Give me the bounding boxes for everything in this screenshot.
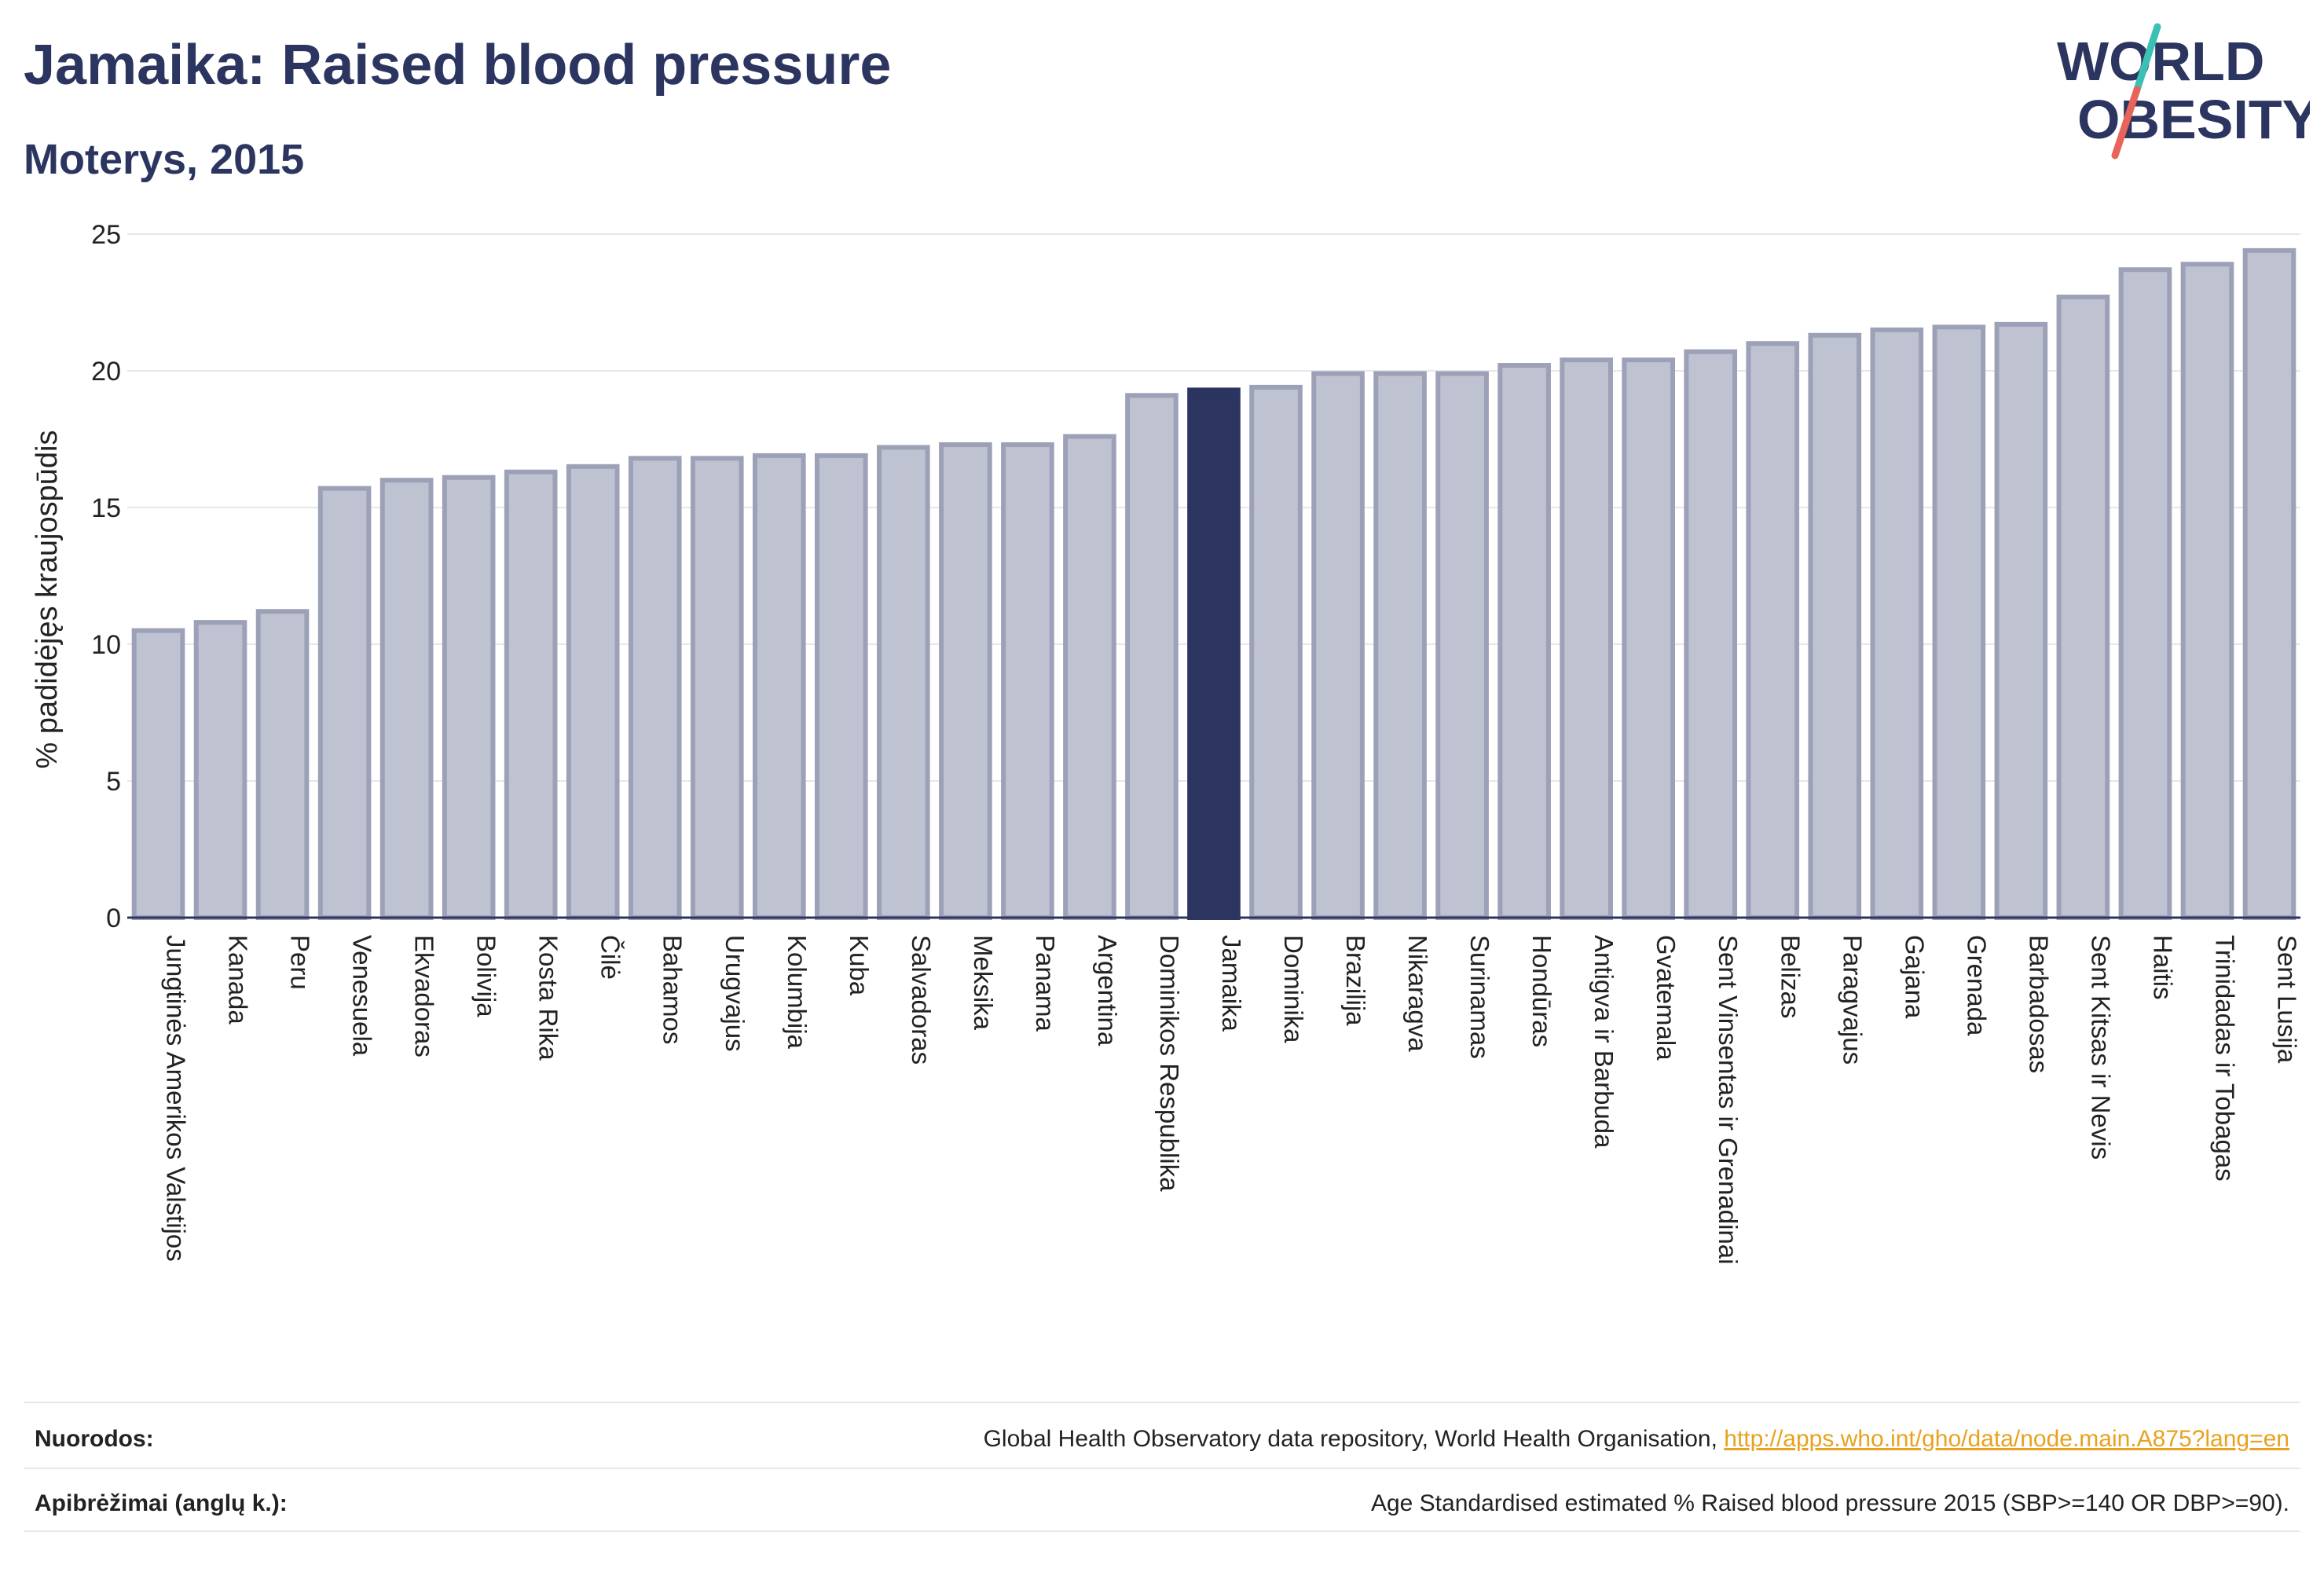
bar	[193, 620, 247, 920]
bar	[1746, 341, 1800, 920]
x-category-label: Nikaragva	[1403, 935, 1432, 1052]
bar	[566, 464, 620, 920]
sources-link[interactable]: http://apps.who.int/gho/data/node.main.A…	[1724, 1426, 2289, 1452]
x-category-label: Haitis	[2148, 935, 2177, 1000]
bar	[752, 453, 806, 920]
definitions-text: Age Standardised estimated % Raised bloo…	[1370, 1490, 2289, 1516]
bar-highlighted	[1187, 387, 1241, 920]
sources-text: Global Health Observatory data repositor…	[983, 1426, 1725, 1452]
x-category-label: Antigva ir Barbuda	[1589, 935, 1618, 1149]
x-category-label: Gvatemala	[1651, 935, 1681, 1061]
bar	[939, 442, 992, 920]
bar	[442, 475, 496, 920]
x-category-label: Hondūras	[1527, 935, 1556, 1047]
x-category-label: Venesuela	[348, 935, 377, 1057]
x-category-label: Čilė	[596, 935, 625, 980]
x-axis-labels: Jungtinės Amerikos Valstijos Kanada Peru Ve…	[162, 935, 2302, 1264]
bar	[1001, 442, 1054, 920]
y-tick-label: 25	[91, 220, 121, 250]
logo-line-1: WORLD	[2057, 31, 2264, 92]
bar	[379, 478, 434, 920]
logo-line-2: OBESITY	[2077, 89, 2310, 150]
footer-definitions-row: Apibrėžimai (anglų k.): Age Standardised…	[35, 1480, 2289, 1527]
x-category-label: Trinidadas ir Tobagas	[2210, 935, 2239, 1182]
footer-divider-middle	[24, 1468, 2300, 1469]
bar	[2242, 247, 2297, 920]
bar	[1622, 357, 1676, 920]
x-category-label: Sent Lusija	[2272, 935, 2301, 1064]
x-category-label: Dominika	[1279, 935, 1308, 1043]
bar	[1311, 371, 1365, 921]
x-category-label: Grenada	[1962, 935, 1991, 1036]
x-category-label: Gajana	[1900, 935, 1929, 1019]
bar	[1063, 434, 1116, 920]
definitions-label: Apibrėžimai (anglų k.):	[35, 1490, 288, 1516]
y-tick-label: 10	[91, 630, 121, 660]
x-category-label: Brazilija	[1341, 935, 1370, 1026]
x-category-label: Salvadoras	[907, 935, 936, 1065]
x-category-label: Argentina	[1093, 935, 1122, 1046]
y-tick-label: 0	[106, 903, 121, 933]
bar	[2118, 267, 2172, 920]
x-category-label: Jungtinės Amerikos Valstijos	[162, 935, 191, 1262]
bar	[1684, 349, 1738, 920]
x-category-label: Ekvadoras	[410, 935, 439, 1057]
bar	[1560, 357, 1613, 920]
bar	[1435, 371, 1489, 921]
y-axis-title: % padidėjęs kraujospūdis	[31, 431, 64, 769]
page-title: Jamaika: Raised blood pressure	[24, 34, 892, 97]
bar	[815, 453, 868, 920]
bar	[2180, 262, 2234, 920]
y-tick-label: 5	[106, 767, 121, 797]
x-category-label: Sent Vinsentas ir Grenadinai	[1714, 935, 1743, 1264]
bar	[628, 456, 682, 920]
x-category-label: Bolivija	[472, 935, 501, 1017]
logo-slash-teal	[2133, 23, 2161, 93]
bar	[1373, 371, 1427, 921]
page-subtitle: Moterys, 2015	[24, 136, 305, 183]
x-category-label: Surinamas	[1465, 935, 1494, 1059]
bar	[255, 609, 310, 920]
x-category-label: Kanada	[224, 935, 253, 1024]
x-category-label: Kolumbija	[783, 935, 812, 1050]
bar	[2056, 295, 2110, 921]
y-tick-label: 20	[91, 357, 121, 387]
bar-chart: 0 5 10 15 20 25 Jungtinės Amerikos Valstijos K…	[31, 220, 2302, 1264]
x-category-label: Peru	[286, 935, 315, 990]
y-axis-ticks: 0 5 10 15 20 25	[91, 220, 121, 933]
bar	[1125, 393, 1178, 920]
x-category-label: Kosta Rika	[534, 935, 563, 1061]
logo-slash-coral	[2111, 86, 2141, 159]
x-category-label: Belizas	[1776, 935, 1805, 1018]
bars	[131, 247, 2297, 921]
x-category-label: Panama	[1031, 935, 1060, 1032]
bar	[1870, 327, 1924, 920]
y-tick-label: 15	[91, 493, 121, 523]
x-category-label: Bahamos	[658, 935, 687, 1044]
x-category-label: Meksika	[969, 935, 998, 1031]
bar	[1497, 363, 1551, 921]
bar	[1249, 384, 1303, 920]
sources-value: Global Health Observatory data repositor…	[984, 1426, 2289, 1453]
bar	[877, 445, 930, 920]
x-category-label: Kuba	[845, 935, 874, 996]
x-category-label: Sent Kitsas ir Nevis	[2086, 935, 2115, 1160]
bar	[1932, 324, 1986, 920]
footer-sources-row: Nuorodos: Global Health Observatory data…	[35, 1416, 2289, 1463]
bar	[504, 469, 558, 920]
bar	[690, 456, 744, 920]
x-category-label: Barbadosas	[2024, 935, 2053, 1073]
x-category-label: Paragvajus	[1838, 935, 1867, 1065]
x-category-label: Jamaika	[1217, 935, 1246, 1032]
sources-label: Nuorodos:	[35, 1426, 154, 1452]
x-category-label: Dominikos Respublika	[1155, 935, 1184, 1192]
bar	[317, 486, 372, 920]
footer-divider-bottom	[24, 1530, 2300, 1532]
footer-divider-top	[24, 1402, 2300, 1403]
world-obesity-logo: WORLD OBESITY	[2057, 23, 2310, 159]
bar	[1994, 321, 2048, 920]
x-category-label: Urugvajus	[720, 935, 750, 1052]
bar	[131, 628, 185, 920]
bar	[1808, 332, 1862, 920]
